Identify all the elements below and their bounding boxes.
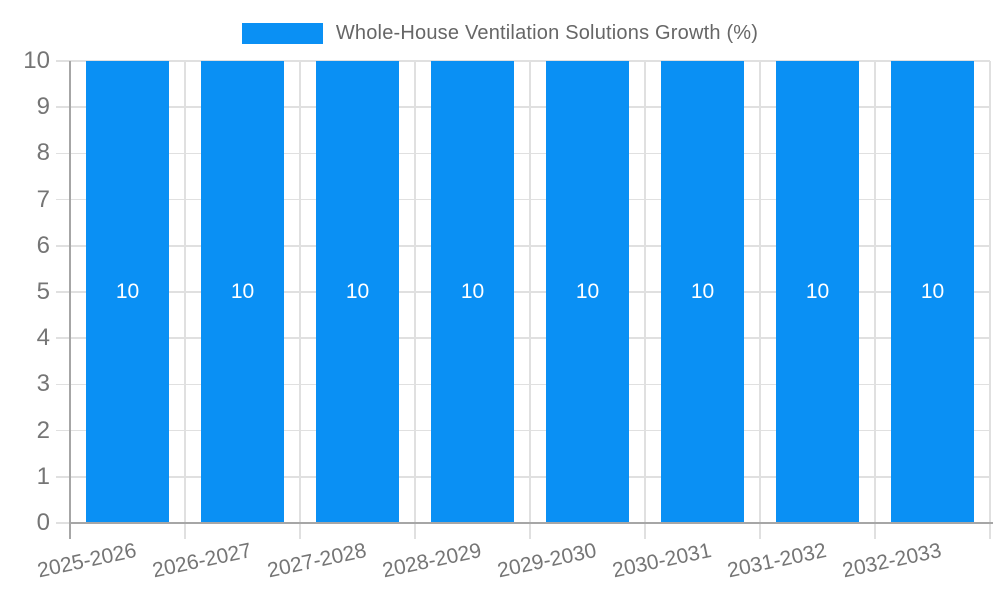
x-tick-label: 2026-2027	[150, 538, 254, 583]
legend-label: Whole-House Ventilation Solutions Growth…	[335, 21, 759, 44]
bar-value-label: 10	[690, 280, 715, 303]
y-axis-line	[68, 61, 71, 539]
bar[interactable]	[201, 61, 284, 523]
bar-value-label: 10	[575, 280, 600, 303]
y-tick-label: 9	[36, 93, 50, 121]
bar[interactable]	[86, 61, 169, 523]
y-tick-label: 10	[23, 47, 50, 74]
x-tick-label: 2031-2032	[725, 538, 829, 583]
x-axis-tick	[414, 523, 416, 539]
y-axis-tick	[56, 106, 70, 108]
y-tick-label: 5	[36, 278, 50, 305]
y-axis-tick	[56, 337, 70, 339]
gridline-vertical	[759, 61, 761, 523]
gridline-vertical	[644, 61, 646, 523]
gridline-vertical	[529, 61, 531, 523]
x-tick-label: 2027-2028	[265, 538, 369, 583]
bar-value-label: 10	[460, 280, 485, 303]
x-tick-label: 2028-2029	[380, 538, 484, 583]
y-tick-label: 8	[36, 139, 50, 167]
y-axis-tick	[56, 152, 70, 155]
y-tick-label: 0	[36, 509, 50, 536]
x-tick-label: 2032-2033	[840, 538, 944, 583]
x-axis-line	[68, 522, 993, 524]
bar[interactable]	[776, 61, 859, 523]
x-axis-tick	[759, 523, 761, 539]
gridline-vertical	[414, 61, 416, 523]
y-axis-tick	[56, 383, 70, 386]
bar-value-label: 10	[115, 280, 140, 303]
x-axis-tick	[299, 523, 301, 539]
bar[interactable]	[431, 61, 514, 523]
x-axis-tick	[184, 523, 186, 539]
bar[interactable]	[661, 61, 744, 523]
bar-value-label: 10	[805, 280, 830, 303]
bar-value-label: 10	[920, 280, 945, 303]
bar-value-label: 10	[230, 280, 255, 303]
y-axis-tick	[56, 429, 70, 432]
bar[interactable]	[546, 61, 629, 523]
y-axis-tick	[56, 245, 70, 247]
y-tick-label: 4	[36, 324, 50, 352]
x-axis-tick	[644, 523, 646, 539]
legend-swatch	[241, 22, 323, 44]
y-axis-tick	[56, 60, 70, 62]
gridline-vertical	[299, 61, 301, 523]
bar[interactable]	[891, 61, 974, 523]
x-tick-label: 2030-2031	[610, 538, 714, 583]
x-tick-label: 2025-2026	[35, 538, 139, 583]
y-axis-tick	[56, 291, 70, 293]
y-axis-tick	[56, 522, 70, 524]
y-tick-label: 6	[36, 231, 50, 259]
x-axis-tick	[874, 523, 876, 539]
y-tick-label: 7	[36, 185, 50, 213]
bar-value-label: 10	[345, 280, 370, 303]
y-axis-tick	[56, 476, 70, 478]
gridline-vertical	[874, 61, 876, 523]
y-tick-label: 3	[36, 370, 50, 398]
x-axis-tick	[529, 523, 531, 539]
chart-legend[interactable]: Whole-House Ventilation Solutions Growth…	[0, 19, 1000, 47]
x-axis-tick	[989, 523, 991, 539]
y-tick-label: 2	[36, 416, 50, 444]
y-tick-label: 1	[36, 462, 50, 490]
x-tick-label: 2029-2030	[495, 538, 599, 583]
bar[interactable]	[316, 61, 399, 523]
gridline-vertical	[989, 61, 991, 523]
gridline-vertical	[184, 61, 186, 523]
y-axis-tick	[56, 198, 70, 201]
